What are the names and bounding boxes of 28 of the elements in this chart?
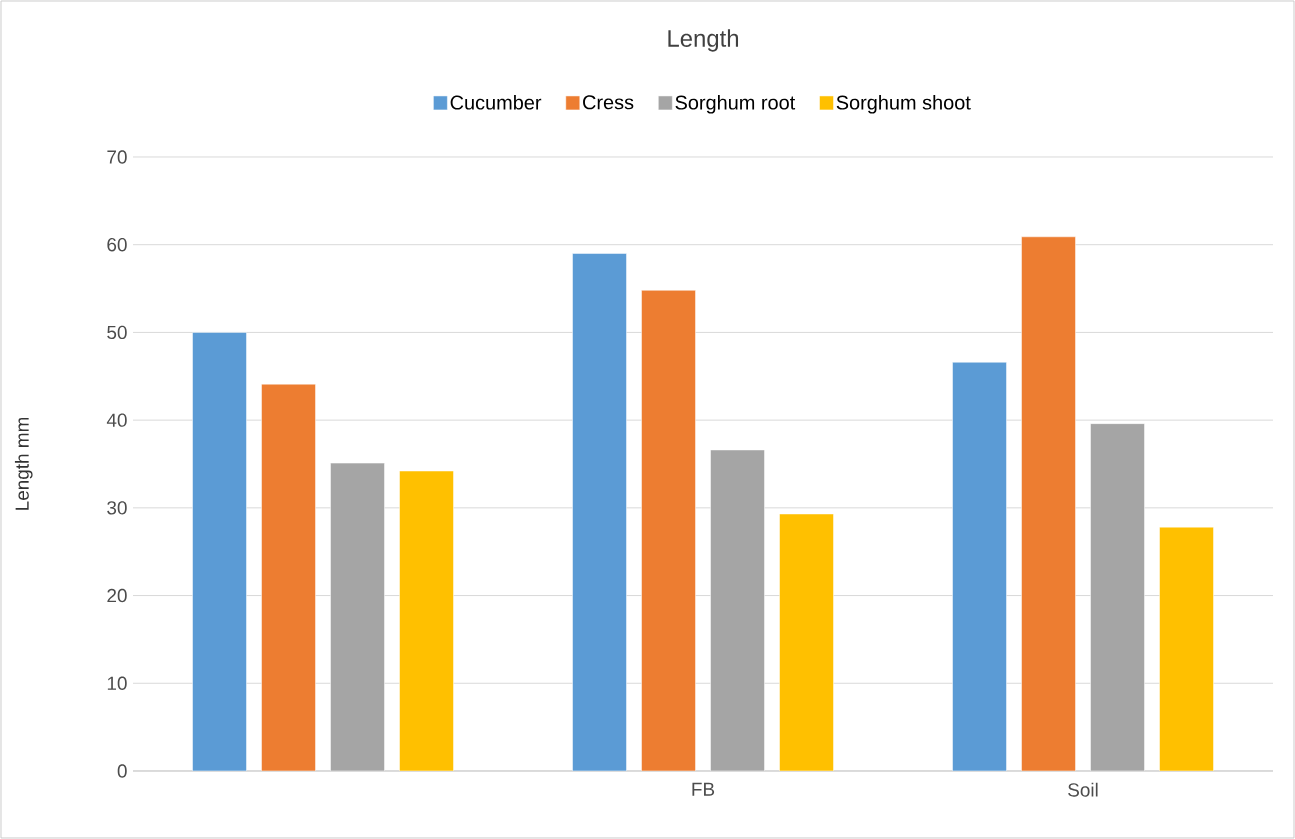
bar xyxy=(572,253,627,771)
bar xyxy=(641,290,696,771)
bar xyxy=(399,470,454,771)
bar xyxy=(330,462,385,771)
bar xyxy=(779,513,834,771)
bar xyxy=(1090,423,1145,771)
bar xyxy=(710,449,765,771)
y-tick-label: 50 xyxy=(107,325,127,340)
x-tick-label: FB xyxy=(692,782,715,796)
y-tick-label: 0 xyxy=(117,764,127,778)
y-tick-label: 20 xyxy=(107,588,127,603)
bar xyxy=(1021,236,1076,771)
bar xyxy=(1159,526,1214,771)
y-tick-label: 70 xyxy=(107,150,127,164)
x-tick-label: Soil xyxy=(1068,782,1098,797)
legend-label: Sorghum root xyxy=(675,94,796,114)
y-axis-title: Length mm xyxy=(14,417,33,510)
legend-label: Cress xyxy=(583,95,634,110)
y-tick-label: 10 xyxy=(107,676,127,690)
y-tick-label: 30 xyxy=(107,501,127,515)
legend-label: Cucumber xyxy=(450,94,542,110)
y-tick-label: 40 xyxy=(106,413,127,427)
y-tick-label: 60 xyxy=(107,237,127,252)
legend-label: Sorghum shoot xyxy=(836,94,971,114)
bar xyxy=(952,361,1007,771)
bar xyxy=(261,383,316,771)
bar xyxy=(192,332,247,771)
chart-title: Length xyxy=(668,29,739,52)
